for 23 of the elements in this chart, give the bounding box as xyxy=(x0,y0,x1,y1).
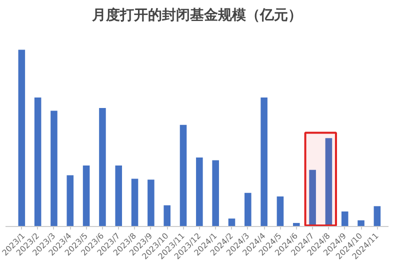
bar xyxy=(309,170,316,226)
bar xyxy=(34,97,42,226)
bar xyxy=(228,218,236,226)
bar xyxy=(260,97,268,226)
bar xyxy=(180,124,187,226)
bar xyxy=(341,211,348,226)
bar xyxy=(164,205,170,226)
bar xyxy=(374,206,381,226)
bar xyxy=(212,160,219,226)
chart-title: 月度打开的封闭基金规模（亿元） xyxy=(91,6,302,24)
bar xyxy=(50,110,58,226)
bar xyxy=(18,50,26,226)
bar xyxy=(276,196,284,226)
bar xyxy=(148,180,154,226)
bar xyxy=(244,192,252,226)
bar xyxy=(99,108,106,226)
bar xyxy=(325,138,332,226)
bar xyxy=(82,166,90,226)
bar xyxy=(358,220,364,226)
bar xyxy=(196,158,203,226)
bar xyxy=(115,166,122,226)
bar xyxy=(131,178,138,226)
bar xyxy=(66,175,74,226)
